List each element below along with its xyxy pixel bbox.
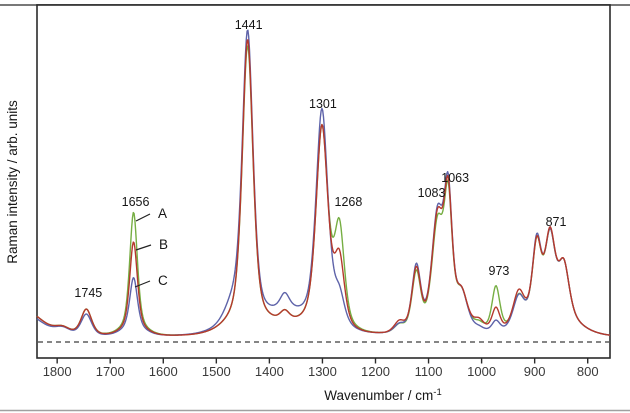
y-axis-title: Raman intensity / arb. units xyxy=(5,100,20,264)
x-axis-title: Wavenumber / cm-1 xyxy=(324,387,441,403)
peak-label-1083: 1083 xyxy=(418,186,446,200)
x-tick-label: 800 xyxy=(577,364,599,379)
peak-label-871: 871 xyxy=(546,215,567,229)
series-label-A: A xyxy=(158,206,167,221)
peak-label-1441: 1441 xyxy=(235,18,263,32)
peak-label-1063: 1063 xyxy=(441,171,469,185)
x-tick-label: 1200 xyxy=(361,364,390,379)
peak-label-973: 973 xyxy=(489,264,510,278)
x-tick-label: 1500 xyxy=(202,364,231,379)
series-leader-line-C xyxy=(134,280,151,288)
peak-label-1745: 1745 xyxy=(74,286,102,300)
series-leader-line-B xyxy=(135,244,152,251)
spectrum-curve-C xyxy=(36,29,611,336)
plot-frame xyxy=(36,4,611,359)
series-label-C: C xyxy=(158,273,168,288)
x-tick-label: 1100 xyxy=(415,364,443,379)
spectrum-curve-B xyxy=(36,39,611,336)
series-leader-line-A xyxy=(135,213,151,222)
peak-label-1656: 1656 xyxy=(122,195,150,209)
x-tick-label: 1600 xyxy=(149,364,178,379)
x-tick-label: 1800 xyxy=(43,364,72,379)
x-tick-label: 1700 xyxy=(96,364,125,379)
peak-label-1268: 1268 xyxy=(335,195,363,209)
x-tick-label: 900 xyxy=(524,364,546,379)
x-tick-label: 1400 xyxy=(255,364,284,379)
x-tick-label: 1000 xyxy=(467,364,496,379)
series-label-B: B xyxy=(159,237,168,252)
x-tick-label: 1300 xyxy=(308,364,337,379)
peak-label-1301: 1301 xyxy=(309,97,337,111)
